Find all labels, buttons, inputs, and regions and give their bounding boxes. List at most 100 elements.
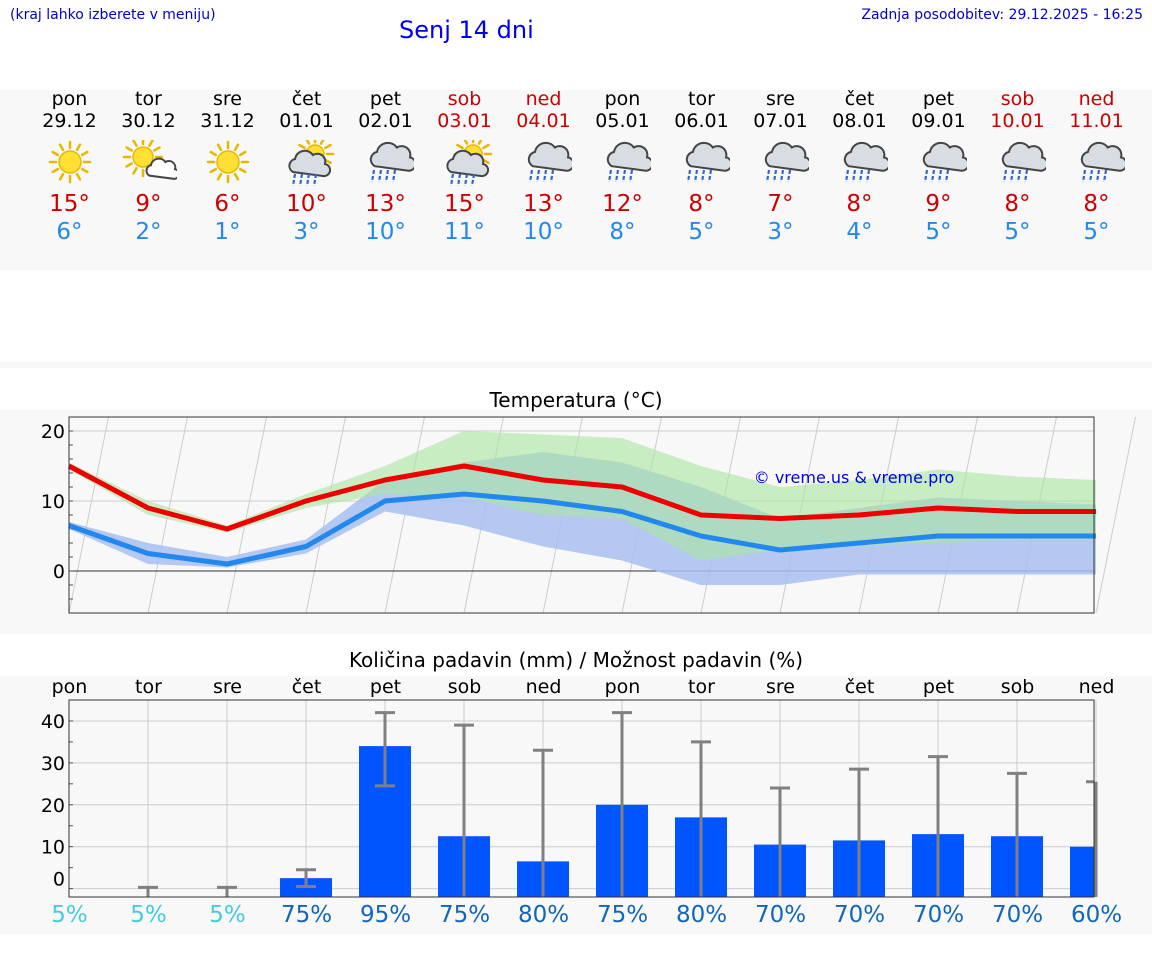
precip-day-label: sob	[1000, 676, 1035, 698]
precip-probability: 70%	[912, 902, 965, 928]
min-temp: 8°	[609, 219, 636, 245]
day-date: 08.01	[832, 110, 887, 132]
min-temp-line	[68, 491, 1096, 567]
rain-cloud-icon	[527, 141, 572, 183]
day-column: ned 04.01 13° 10°	[504, 88, 583, 246]
temperature-chart-title: Temperatura (°C)	[489, 388, 663, 412]
max-temp: 13°	[523, 191, 564, 217]
min-temp: 5°	[688, 219, 715, 245]
day-name: pet	[369, 88, 402, 110]
day-date: 05.01	[595, 110, 650, 132]
max-temp: 8°	[688, 191, 715, 217]
day-column: pon 05.01 12° 8°	[583, 88, 662, 246]
precip-bar	[1070, 846, 1094, 897]
min-temp: 2°	[135, 219, 162, 245]
day-column: sob 10.01 8° 5°	[978, 88, 1057, 246]
rain-cloud-icon	[1080, 141, 1125, 183]
day-name: sob	[1000, 88, 1035, 110]
precip-chart: 0 10 20 30 40	[41, 699, 1098, 898]
precip-probability-row: 5% 5% 5% 75% 95% 75% 80% 75% 80% 70% 70% 70% 70% 60%	[0, 902, 1152, 934]
precip-day-label: tor	[135, 676, 162, 698]
precip-probability: 70%	[754, 902, 807, 928]
day-name: ned	[1078, 88, 1115, 110]
precip-day-label: pet	[369, 676, 402, 698]
location-hint: (kraj lahko izberete v meniju)	[10, 7, 216, 23]
max-temp: 9°	[925, 191, 952, 217]
max-temp: 6°	[214, 191, 241, 217]
precip-day-label: ned	[1078, 676, 1115, 698]
grid-line-v	[1095, 416, 1136, 614]
sun-rain-icon	[445, 140, 492, 187]
y-tick-label: 0	[53, 561, 65, 583]
max-temp: 9°	[135, 191, 162, 217]
precip-day-label: čet	[844, 676, 875, 698]
max-temp: 12°	[602, 191, 643, 217]
precip-day-labels: pon tor sre čet pet sob ned pon tor sre čet pet sob n…	[0, 676, 1152, 698]
y-tick-label: 20	[41, 795, 65, 817]
y-tick-label: 20	[41, 421, 65, 443]
sun-rain-icon	[287, 140, 334, 187]
day-column: sre 07.01 7° 3°	[741, 88, 820, 246]
last-update: Zadnja posodobitev: 29.12.2025 - 16:25	[861, 7, 1143, 23]
rain-cloud-icon	[369, 141, 414, 183]
temperature-chart: 0 10 20 © vreme.us & vreme.pro	[41, 416, 1136, 614]
precip-day-label: čet	[291, 676, 322, 698]
max-temp: 10°	[286, 191, 327, 217]
precip-day-label: pon	[51, 676, 88, 698]
max-temp-range-band	[69, 431, 1096, 561]
max-temp: 15°	[49, 191, 90, 217]
precip-probability: 5%	[130, 902, 167, 928]
rain-cloud-icon	[922, 141, 967, 183]
min-temp: 5°	[1004, 219, 1031, 245]
rain-cloud-icon	[764, 141, 809, 183]
max-temp: 7°	[767, 191, 794, 217]
precip-probability: 5%	[209, 902, 246, 928]
min-temp: 1°	[214, 219, 241, 245]
max-temp: 8°	[1004, 191, 1031, 217]
day-name: pon	[51, 88, 88, 110]
day-date: 06.01	[674, 110, 729, 132]
precip-chart-title: Količina padavin (mm) / Možnost padavin …	[348, 648, 804, 672]
sun-icon	[206, 140, 249, 184]
precip-day-label: ned	[525, 676, 562, 698]
min-temp: 4°	[846, 219, 873, 245]
day-column: tor 06.01 8° 5°	[662, 88, 741, 246]
day-date: 04.01	[516, 110, 571, 132]
grid-line-v	[305, 416, 346, 614]
precip-probability: 95%	[359, 902, 412, 928]
precip-probability: 5%	[51, 902, 88, 928]
max-temp: 15°	[444, 191, 485, 217]
grid-line-v	[226, 416, 267, 614]
day-name: ned	[525, 88, 562, 110]
day-name: pet	[922, 88, 955, 110]
max-temp: 8°	[1083, 191, 1110, 217]
precip-day-label: pon	[604, 676, 641, 698]
day-date: 07.01	[753, 110, 808, 132]
forecast-band	[0, 90, 1152, 270]
day-column: tor 30.12 9° 2°	[109, 88, 188, 246]
day-column: pon 29.12 15° 6°	[30, 88, 109, 246]
day-name: tor	[688, 88, 715, 110]
day-column: pet 09.01 9° 5°	[899, 88, 978, 246]
precip-probability: 60%	[1070, 902, 1123, 928]
day-column: čet 08.01 8° 4°	[820, 88, 899, 246]
day-date: 02.01	[358, 110, 413, 132]
day-name: tor	[135, 88, 162, 110]
watermark: © vreme.us & vreme.pro	[754, 468, 955, 487]
precip-probability: 80%	[675, 902, 728, 928]
day-column: čet 01.01 10° 3°	[267, 88, 346, 246]
precip-day-label: sob	[447, 676, 482, 698]
sun-cloud-icon	[122, 140, 177, 180]
precip-probability: 75%	[280, 902, 333, 928]
max-temp-line	[67, 463, 1096, 532]
y-tick-label: 0	[53, 869, 65, 891]
max-temp: 8°	[846, 191, 873, 217]
plot-frame	[68, 699, 1095, 898]
precip-probability: 75%	[438, 902, 491, 928]
day-date: 10.01	[990, 110, 1045, 132]
day-name: sre	[213, 88, 242, 110]
precip-day-label: tor	[688, 676, 715, 698]
page-title: Senj 14 dni	[399, 16, 534, 44]
day-name: čet	[844, 88, 875, 110]
day-name: pon	[604, 88, 641, 110]
